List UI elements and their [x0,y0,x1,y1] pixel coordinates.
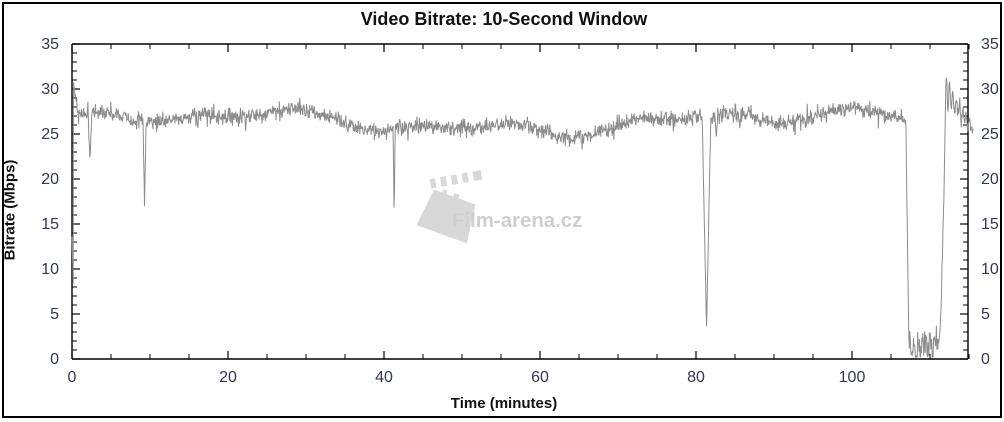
svg-text:100: 100 [839,369,866,386]
svg-text:25: 25 [41,126,59,143]
svg-text:30: 30 [41,81,59,98]
svg-text:10: 10 [41,261,59,278]
svg-text:80: 80 [687,369,705,386]
svg-text:40: 40 [375,369,393,386]
svg-text:10: 10 [981,261,999,278]
svg-text:0: 0 [68,369,77,386]
svg-text:15: 15 [981,216,999,233]
svg-text:5: 5 [981,306,990,323]
svg-text:60: 60 [531,369,549,386]
svg-text:20: 20 [41,171,59,188]
svg-text:15: 15 [41,216,59,233]
svg-text:35: 35 [41,36,59,53]
svg-text:20: 20 [219,369,237,386]
svg-text:0: 0 [981,351,990,368]
svg-text:25: 25 [981,126,999,143]
svg-text:0: 0 [50,351,59,368]
svg-text:20: 20 [981,171,999,188]
svg-text:5: 5 [50,306,59,323]
svg-text:35: 35 [981,36,999,53]
svg-text:30: 30 [981,81,999,98]
